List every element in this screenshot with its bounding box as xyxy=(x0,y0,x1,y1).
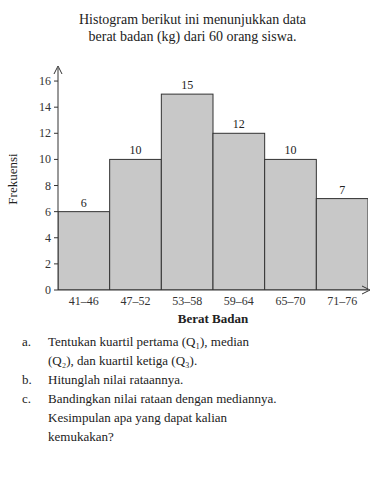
y-tick-label: 8 xyxy=(45,179,51,193)
title: Histogram berikut ini menunjukkan data xyxy=(79,12,307,27)
y-tick-label: 10 xyxy=(39,152,51,166)
y-tick-label: 0 xyxy=(45,283,51,297)
x-tick-label: 71–76 xyxy=(327,294,357,308)
y-tick-label: 6 xyxy=(45,205,51,219)
chart: Histogram berikut ini menunjukkan data be… xyxy=(0,0,385,486)
y-tick xyxy=(54,290,58,291)
data-label: 12 xyxy=(233,117,245,131)
bar xyxy=(110,159,162,290)
annotation-text: kemukakan? xyxy=(48,429,114,444)
x-axis-line xyxy=(58,290,368,291)
y-tick xyxy=(54,107,58,108)
x-tick-label: 65–70 xyxy=(276,294,306,308)
data-label: 6 xyxy=(81,196,87,210)
axes: 024681012141641–4647–5253–5859–6465–7071… xyxy=(39,66,370,308)
data-label: 7 xyxy=(339,183,345,197)
y-tick-label: 2 xyxy=(45,257,51,271)
y-axis-arrow xyxy=(54,66,62,74)
annotation-text: Hitunglah nilai rataannya. xyxy=(48,372,183,387)
y-tick xyxy=(54,263,58,264)
bars xyxy=(58,94,368,290)
x-axis-arrow xyxy=(362,286,370,294)
x-tick-label: 53–58 xyxy=(172,294,202,308)
bar xyxy=(161,94,213,290)
y-tick xyxy=(54,237,58,238)
y-tick xyxy=(54,81,58,82)
x-tick-label: 59–64 xyxy=(224,294,254,308)
annotation-text: Kesimpulan apa yang dapat kalian xyxy=(48,410,228,425)
annotation-label: b. xyxy=(22,372,32,387)
y-tick-label: 14 xyxy=(39,100,51,114)
data-labels: 6 10 15 12 10 7 xyxy=(81,78,345,210)
annotation-text: (Q₂), dan kuartil ketiga (Q₃). xyxy=(48,353,197,368)
y-axis-label: Frekuensi xyxy=(5,153,20,205)
annotation-label: a. xyxy=(22,334,31,349)
bar xyxy=(265,159,317,290)
y-tick xyxy=(54,159,58,160)
annotations: a. Tentukan kuartil pertama (Q₁), median (… xyxy=(22,334,277,444)
y-tick xyxy=(54,211,58,212)
y-tick-label: 12 xyxy=(39,126,51,140)
x-tick-label: 41–46 xyxy=(69,294,99,308)
y-tick-label: 4 xyxy=(45,231,51,245)
y-axis-line xyxy=(58,68,59,290)
y-tick xyxy=(54,185,58,186)
data-label: 15 xyxy=(181,78,193,92)
bar xyxy=(316,199,368,290)
annotation-label: c. xyxy=(22,391,31,406)
data-label: 10 xyxy=(285,143,297,157)
title: berat badan (kg) dari 60 orang siswa. xyxy=(89,29,297,45)
bar xyxy=(58,212,110,290)
annotation-text: Bandingkan nilai rataan dengan mediannya… xyxy=(48,391,277,406)
x-axis-label: Berat Badan xyxy=(178,311,249,326)
bar xyxy=(213,133,265,290)
y-tick xyxy=(54,133,58,134)
x-tick-label: 47–52 xyxy=(121,294,151,308)
y-tick-label: 16 xyxy=(39,74,51,88)
data-label: 10 xyxy=(130,143,142,157)
annotation-text: Tentukan kuartil pertama (Q₁), median xyxy=(48,334,250,349)
